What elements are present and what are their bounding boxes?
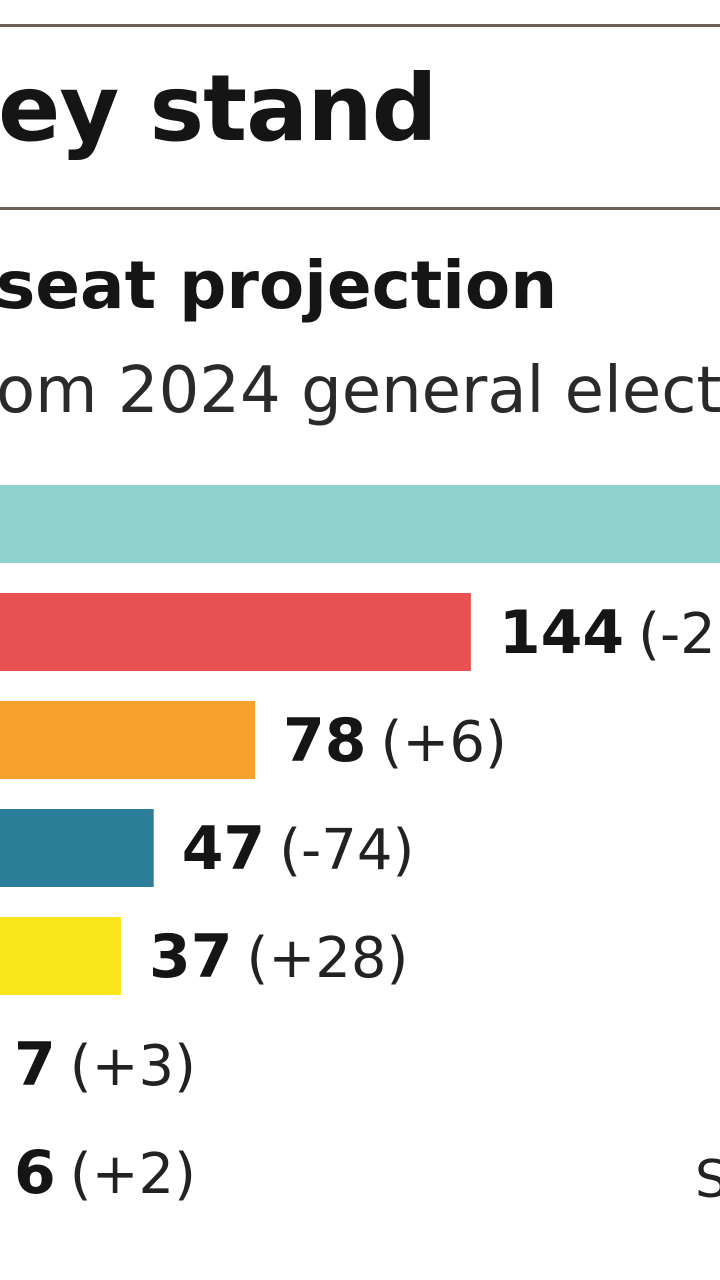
data-label-3: 47 (-74) — [182, 814, 415, 884]
chart-title: ey stand — [0, 55, 438, 162]
chart-note: om 2024 general elect — [0, 354, 720, 428]
data-label-4: 37 (+28) — [149, 922, 408, 992]
source-label: S — [695, 1150, 720, 1210]
bar-0 — [0, 485, 720, 563]
top-rule — [0, 24, 720, 27]
bar-2 — [0, 701, 256, 779]
bar-1 — [0, 593, 471, 671]
data-label-5: 7 (+3) — [14, 1030, 196, 1100]
data-label-6: 6 (+2) — [14, 1138, 196, 1208]
bar-3 — [0, 809, 154, 887]
chart-subtitle: seat projection — [0, 247, 558, 324]
title-divider — [0, 207, 720, 210]
bar-4 — [0, 917, 121, 995]
data-label-1: 144 (-2 — [499, 598, 716, 668]
data-label-2: 78 (+6) — [283, 706, 507, 776]
